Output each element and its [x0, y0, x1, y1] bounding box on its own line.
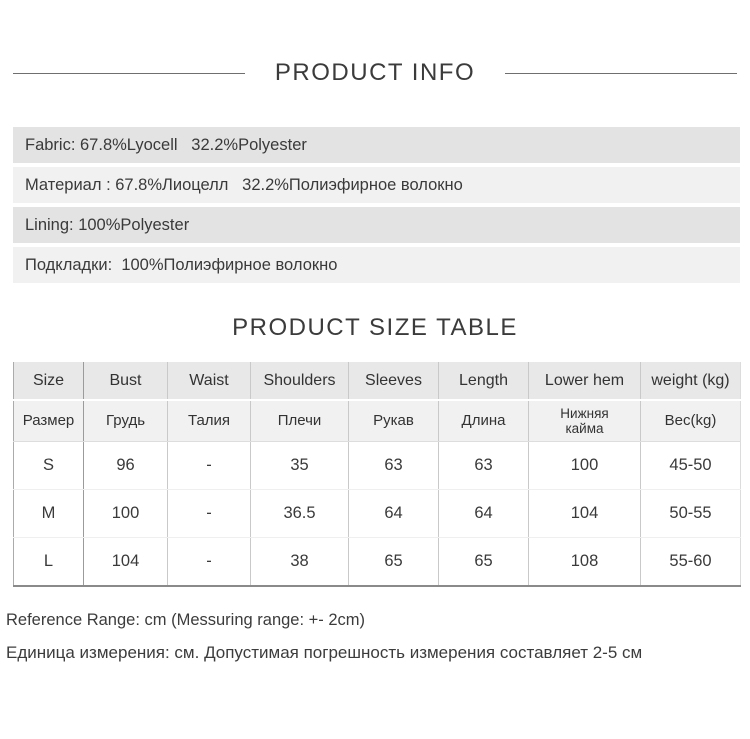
size-cell: - — [167, 489, 251, 538]
size-cell: L — [13, 537, 84, 587]
product-info-title: PRODUCT INFO — [274, 59, 476, 86]
size-cell: 100 — [83, 489, 168, 538]
product-info-title-row: PRODUCT INFO — [0, 56, 750, 90]
size-table-title: PRODUCT SIZE TABLE — [232, 314, 518, 341]
col-header-en: weight (kg) — [640, 362, 741, 401]
size-cell: 108 — [528, 537, 641, 587]
size-table-header-en: Size Bust Waist Shoulders Sleeves Length… — [13, 362, 741, 401]
size-table-body: S 96 - 35 63 63 100 45-50 M 100 - 36.5 6… — [13, 441, 741, 587]
size-row-l: L 104 - 38 65 65 108 55-60 — [13, 537, 741, 587]
col-header-en: Waist — [167, 362, 251, 401]
size-cell: 104 — [528, 489, 641, 538]
col-header-en: Size — [13, 362, 84, 401]
col-header-ru: Рукав — [348, 400, 439, 442]
lining-row-ru: Подкладки: 100%Полиэфирное волокно — [13, 247, 740, 283]
lining-row-en: Lining: 100%Polyester — [13, 207, 740, 243]
size-cell: 100 — [528, 441, 641, 490]
fabric-row-ru: Материал : 67.8%Лиоцелл 32.2%Полиэфирное… — [13, 167, 740, 203]
size-cell: 36.5 — [250, 489, 349, 538]
size-cell: M — [13, 489, 84, 538]
size-cell: 38 — [250, 537, 349, 587]
col-header-en: Length — [438, 362, 529, 401]
fabric-row-en: Fabric: 67.8%Lyocell 32.2%Polyester — [13, 127, 740, 163]
size-row-s: S 96 - 35 63 63 100 45-50 — [13, 441, 741, 490]
size-cell: S — [13, 441, 84, 490]
size-cell: 96 — [83, 441, 168, 490]
size-cell: 63 — [348, 441, 439, 490]
size-cell: - — [167, 441, 251, 490]
col-header-en: Lower hem — [528, 362, 641, 401]
size-cell: - — [167, 537, 251, 587]
col-header-ru: Вес(kg) — [640, 400, 741, 442]
col-header-ru: Длина — [438, 400, 529, 442]
size-cell: 104 — [83, 537, 168, 587]
col-header-en: Shoulders — [250, 362, 349, 401]
size-table-header-ru: Размер Грудь Талия Плечи Рукав Длина Ниж… — [13, 400, 741, 442]
col-header-ru: Плечи — [250, 400, 349, 442]
reference-range-ru: Единица измерения: см. Допустимая погреш… — [6, 643, 643, 662]
size-cell: 64 — [438, 489, 529, 538]
size-cell: 50-55 — [640, 489, 741, 538]
size-cell: 65 — [348, 537, 439, 587]
size-table: Size Bust Waist Shoulders Sleeves Length… — [13, 362, 741, 587]
col-header-ru: Грудь — [83, 400, 168, 442]
size-cell: 63 — [438, 441, 529, 490]
size-cell: 45-50 — [640, 441, 741, 490]
size-cell: 65 — [438, 537, 529, 587]
title-line-left — [13, 72, 245, 74]
size-row-m: M 100 - 36.5 64 64 104 50-55 — [13, 489, 741, 538]
size-cell: 35 — [250, 441, 349, 490]
size-cell: 55-60 — [640, 537, 741, 587]
col-header-ru: Размер — [13, 400, 84, 442]
product-info-page: PRODUCT INFO Fabric: 67.8%Lyocell 32.2%P… — [0, 56, 750, 663]
col-header-en: Bust — [83, 362, 168, 401]
measurement-notes: Reference Range: cm (Messuring range: +-… — [6, 611, 750, 663]
title-line-right — [505, 72, 738, 74]
reference-range-en: Reference Range: cm (Messuring range: +-… — [6, 611, 366, 629]
size-table-head: Size Bust Waist Shoulders Sleeves Length… — [13, 362, 741, 442]
col-header-ru: Талия — [167, 400, 251, 442]
col-header-en: Sleeves — [348, 362, 439, 401]
col-header-ru: Нижняя кайма — [528, 400, 641, 442]
fabric-info-list: Fabric: 67.8%Lyocell 32.2%Polyester Мате… — [13, 127, 740, 283]
size-cell: 64 — [348, 489, 439, 538]
